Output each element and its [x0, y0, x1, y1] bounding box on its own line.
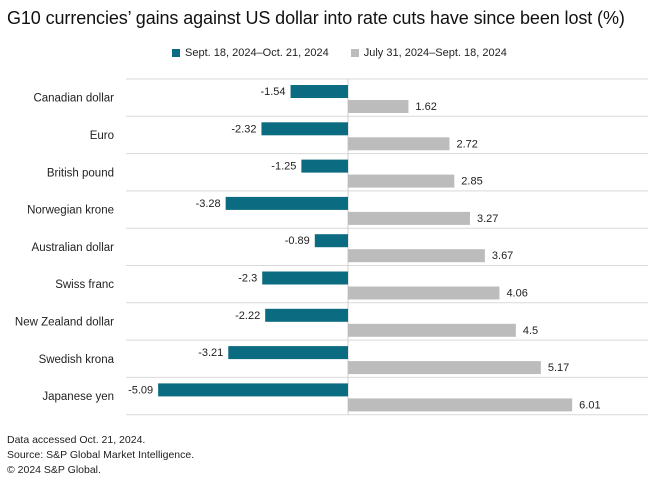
bar-sept-oct-canadian-dollar	[290, 85, 348, 98]
category-label-norwegian-krone: Norwegian krone	[27, 205, 114, 217]
bar-jul-sept-norwegian-krone	[348, 211, 470, 225]
legend-swatch-sept-oct	[172, 49, 180, 57]
data-label-jul-sept-euro: 2.72	[456, 138, 477, 150]
category-label-japanese-yen: Japanese yen	[42, 391, 114, 403]
data-label-jul-sept-australian-dollar: 3.67	[492, 250, 513, 262]
legend-item-jul-sept: July 31, 2024–Sept. 18, 2024	[350, 47, 507, 59]
data-label-sept-oct-australian-dollar: -0.89	[285, 235, 310, 247]
bar-jul-sept-swiss-franc	[348, 286, 500, 300]
data-label-sept-oct-new-zealand-dollar: -2.22	[235, 310, 260, 322]
footnote-data-accessed: Data accessed Oct. 21, 2024.	[7, 434, 146, 446]
bar-jul-sept-japanese-yen	[348, 398, 573, 412]
bar-jul-sept-canadian-dollar	[348, 100, 409, 113]
legend-swatch-jul-sept	[350, 49, 359, 57]
bar-sept-oct-swiss-franc	[262, 271, 348, 285]
category-label-australian-dollar: Australian dollar	[32, 242, 115, 254]
legend: Sept. 18, 2024–Oct. 21, 2024 July 31, 20…	[172, 47, 529, 59]
footnotes: Data accessed Oct. 21, 2024. Source: S&P…	[7, 433, 194, 478]
data-label-jul-sept-canadian-dollar: 1.62	[415, 101, 436, 113]
bar-sept-oct-japanese-yen	[158, 383, 348, 397]
data-label-jul-sept-swedish-krona: 5.17	[548, 362, 569, 374]
data-label-sept-oct-norwegian-krone: -3.28	[196, 198, 221, 210]
legend-label-sept-oct: Sept. 18, 2024–Oct. 21, 2024	[185, 47, 329, 59]
data-label-jul-sept-swiss-franc: 4.06	[506, 288, 527, 300]
data-label-sept-oct-canadian-dollar: -1.54	[260, 86, 285, 98]
bar-sept-oct-norwegian-krone	[225, 196, 348, 210]
bar-jul-sept-british-pound	[348, 174, 455, 188]
bar-jul-sept-new-zealand-dollar	[348, 323, 516, 337]
chart-title: G10 currencies’ gains against US dollar …	[7, 8, 625, 28]
category-label-swiss-franc: Swiss franc	[55, 279, 114, 291]
bar-jul-sept-swedish-krona	[348, 361, 541, 375]
footnote-source: Source: S&P Global Market Intelligence.	[7, 449, 195, 461]
data-label-sept-oct-swiss-franc: -2.3	[238, 273, 257, 285]
data-label-jul-sept-norwegian-krone: 3.27	[477, 213, 498, 225]
data-label-sept-oct-british-pound: -1.25	[271, 161, 296, 173]
data-label-sept-oct-japanese-yen: -5.09	[128, 384, 153, 396]
data-label-sept-oct-euro: -2.32	[231, 123, 256, 135]
category-label-new-zealand-dollar: New Zealand dollar	[15, 316, 114, 328]
data-label-jul-sept-new-zealand-dollar: 4.5	[523, 325, 538, 337]
bar-sept-oct-euro	[261, 122, 348, 136]
legend-label-jul-sept: July 31, 2024–Sept. 18, 2024	[363, 47, 507, 59]
legend-item-sept-oct: Sept. 18, 2024–Oct. 21, 2024	[172, 47, 329, 59]
bar-sept-oct-british-pound	[301, 159, 348, 173]
data-label-jul-sept-japanese-yen: 6.01	[579, 399, 600, 411]
bar-sept-oct-swedish-krona	[228, 346, 348, 360]
category-label-euro: Euro	[90, 130, 114, 142]
category-label-british-pound: British pound	[47, 167, 114, 179]
bar-jul-sept-australian-dollar	[348, 249, 485, 263]
data-label-jul-sept-british-pound: 2.85	[461, 176, 482, 188]
footnote-copyright: © 2024 S&P Global.	[7, 464, 101, 476]
bar-sept-oct-australian-dollar	[314, 234, 348, 248]
bar-sept-oct-new-zealand-dollar	[265, 308, 348, 322]
category-label-canadian-dollar: Canadian dollar	[33, 93, 114, 105]
category-label-swedish-krona: Swedish krona	[39, 354, 115, 366]
bar-jul-sept-euro	[348, 137, 450, 151]
data-label-sept-oct-swedish-krona: -3.21	[198, 347, 223, 359]
